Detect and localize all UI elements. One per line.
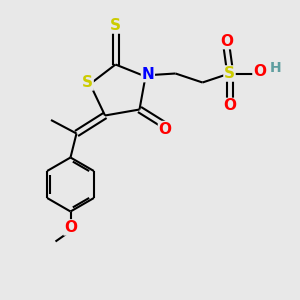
- Text: S: S: [82, 75, 93, 90]
- Text: O: O: [220, 34, 233, 49]
- Text: N: N: [142, 67, 154, 82]
- Text: H: H: [270, 61, 282, 75]
- Text: O: O: [158, 122, 172, 136]
- Text: S: S: [110, 18, 121, 33]
- Text: O: O: [253, 64, 266, 80]
- Text: O: O: [64, 220, 77, 235]
- Text: O: O: [223, 98, 236, 113]
- Text: S: S: [224, 66, 235, 81]
